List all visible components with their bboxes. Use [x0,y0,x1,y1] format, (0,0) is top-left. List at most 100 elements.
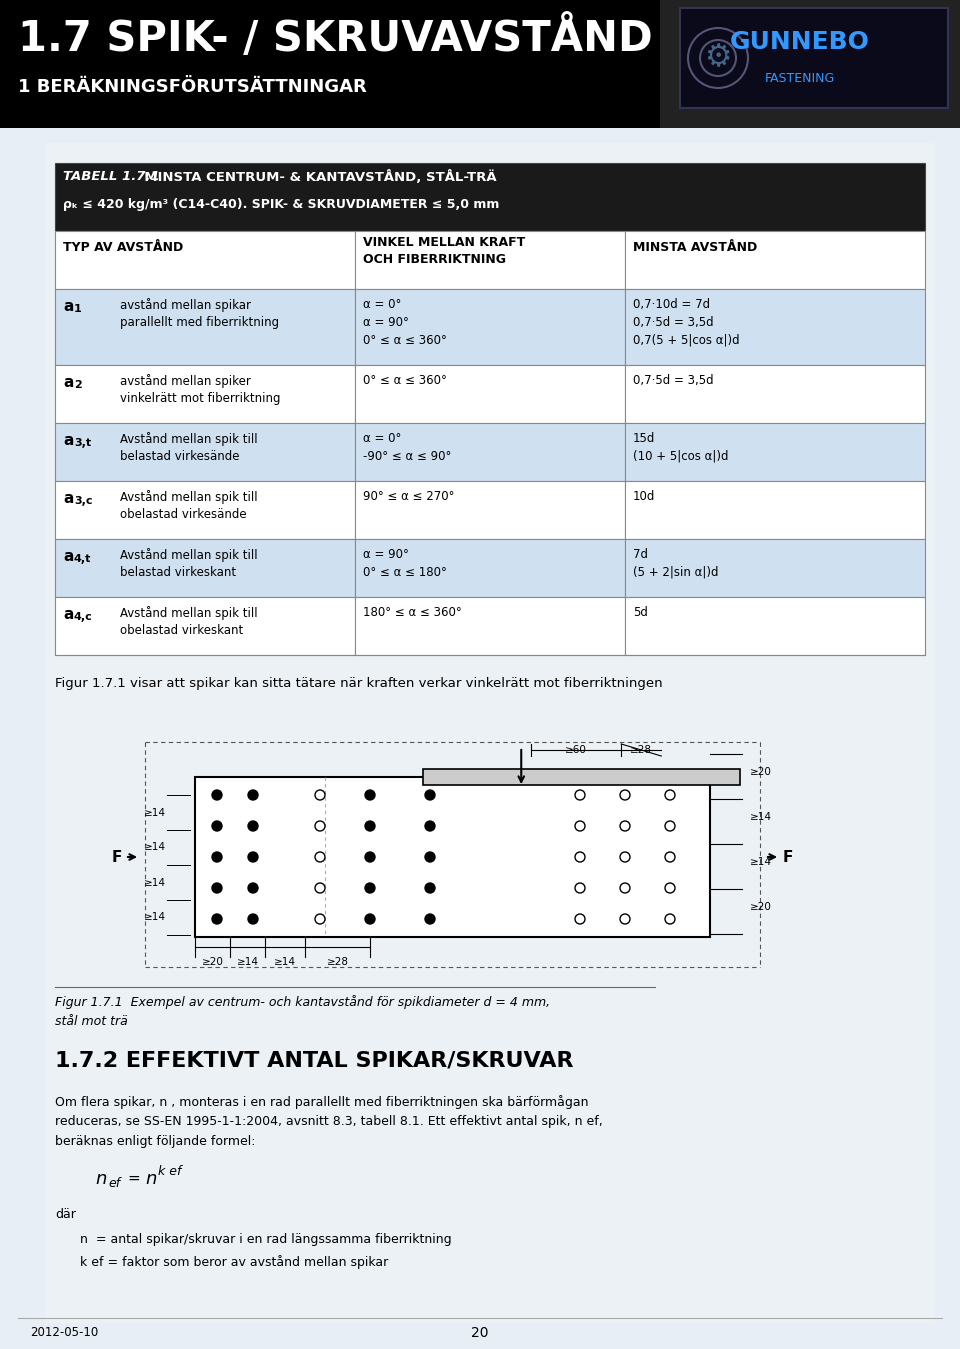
Text: a: a [63,299,73,314]
Bar [0,0,660,128]
Text: α = 90°: α = 90° [363,316,409,329]
Circle shape [365,915,375,924]
Text: MINSTA AVSTÅND: MINSTA AVSTÅND [633,241,757,254]
Circle shape [665,822,675,831]
Text: 1 BERÄKNINGSFÖRUTSÄTTNINGAR: 1 BERÄKNINGSFÖRUTSÄTTNINGAR [18,78,367,96]
Text: ≥20: ≥20 [202,956,224,967]
Text: 3,t: 3,t [74,438,91,448]
Bar [55,231,355,289]
Text: avstånd mellan spikar: avstånd mellan spikar [120,298,251,312]
Text: GUNNEBO: GUNNEBO [730,30,870,54]
Circle shape [665,915,675,924]
Circle shape [248,884,258,893]
Text: obelastad virkeskant: obelastad virkeskant [120,625,243,637]
Text: 180° ≤ α ≤ 360°: 180° ≤ α ≤ 360° [363,606,462,619]
Text: 0° ≤ α ≤ 180°: 0° ≤ α ≤ 180° [363,567,446,579]
Bar [45,143,935,1323]
Text: parallellt med fiberriktning: parallellt med fiberriktning [120,316,279,329]
Text: vinkelrätt mot fiberriktning: vinkelrätt mot fiberriktning [120,393,280,405]
Text: 90° ≤ α ≤ 270°: 90° ≤ α ≤ 270° [363,490,454,503]
Text: ≥28: ≥28 [327,956,349,967]
Bar [422,769,740,785]
Circle shape [665,791,675,800]
Text: ≥14: ≥14 [144,843,166,853]
Circle shape [212,822,222,831]
Circle shape [575,915,585,924]
Text: belastad virkesände: belastad virkesände [120,451,239,463]
Text: F: F [782,850,793,865]
Text: Avstånd mellan spik till: Avstånd mellan spik till [120,432,257,447]
Bar [660,0,960,128]
Bar [625,366,925,424]
Text: avstånd mellan spiker: avstånd mellan spiker [120,374,251,389]
Circle shape [365,791,375,800]
Text: 0,7·5d = 3,5d: 0,7·5d = 3,5d [633,316,713,329]
Text: Avstånd mellan spik till: Avstånd mellan spik till [120,606,257,621]
Text: beräknas enligt följande formel:: beräknas enligt följande formel: [55,1135,255,1148]
Text: n: n [145,1170,156,1188]
Circle shape [665,884,675,893]
Text: a: a [63,491,73,506]
Circle shape [365,853,375,862]
Text: α = 0°: α = 0° [363,298,401,312]
Bar [55,163,925,231]
Text: där: där [55,1207,76,1221]
Circle shape [315,791,325,800]
Text: Figur 1.7.1 visar att spikar kan sitta tätare när kraften verkar vinkelrätt mot : Figur 1.7.1 visar att spikar kan sitta t… [55,677,662,689]
Circle shape [620,791,630,800]
Text: ≥14: ≥14 [144,877,166,888]
Text: obelastad virkesände: obelastad virkesände [120,509,247,521]
Text: k ef: k ef [158,1166,181,1178]
Text: ≥20: ≥20 [750,902,772,912]
Bar [355,482,625,540]
Bar [55,366,355,424]
Text: =: = [127,1171,140,1186]
Text: a: a [63,549,73,564]
Text: reduceras, se SS-EN 1995-1-1:2004, avsnitt 8.3, tabell 8.1. Ett effektivt antal : reduceras, se SS-EN 1995-1-1:2004, avsni… [55,1116,603,1128]
Circle shape [248,915,258,924]
Text: 10d: 10d [633,490,656,503]
Text: TABELL 1.7.1: TABELL 1.7.1 [63,170,159,183]
Text: 2012-05-10: 2012-05-10 [30,1326,98,1340]
Circle shape [248,853,258,862]
Text: ≥14: ≥14 [144,808,166,817]
Text: 0,7(5 + 5|cos α|)d: 0,7(5 + 5|cos α|)d [633,335,739,347]
Bar [195,777,710,938]
Text: Avstånd mellan spik till: Avstånd mellan spik till [120,490,257,505]
Text: 1: 1 [74,304,82,314]
Circle shape [212,915,222,924]
Text: Om flera spikar, n , monteras i en rad parallellt med fiberriktningen ska bärför: Om flera spikar, n , monteras i en rad p… [55,1095,588,1109]
Bar [625,424,925,482]
Bar [355,424,625,482]
Text: 0,7·10d = 7d: 0,7·10d = 7d [633,298,710,312]
Bar [55,598,355,656]
Bar [55,482,355,540]
Text: 7d: 7d [633,548,648,561]
Text: ≥28: ≥28 [631,745,652,755]
Text: n  = antal spikar/skruvar i en rad längssamma fiberriktning: n = antal spikar/skruvar i en rad längss… [80,1233,451,1246]
Text: k ef = faktor som beror av avstånd mellan spikar: k ef = faktor som beror av avstånd mella… [80,1255,388,1269]
Circle shape [425,791,435,800]
Text: (10 + 5|cos α|)d: (10 + 5|cos α|)d [633,451,729,463]
Circle shape [620,822,630,831]
Circle shape [315,884,325,893]
Text: 0° ≤ α ≤ 360°: 0° ≤ α ≤ 360° [363,374,446,387]
Text: ≥20: ≥20 [750,768,772,777]
Text: ρₖ ≤ 420 kg/m³ (C14-C40). SPIK- & SKRUVDIAMETER ≤ 5,0 mm: ρₖ ≤ 420 kg/m³ (C14-C40). SPIK- & SKRUVD… [63,198,499,210]
Circle shape [248,822,258,831]
Text: a: a [63,607,73,622]
Text: ≥14: ≥14 [274,956,296,967]
Text: Figur 1.7.1  Exempel av centrum- och kantavstånd för spikdiameter d = 4 mm,: Figur 1.7.1 Exempel av centrum- och kant… [55,996,550,1009]
Bar [355,231,625,289]
Circle shape [315,822,325,831]
Text: 4,t: 4,t [74,554,91,564]
Circle shape [425,853,435,862]
Text: F: F [111,850,122,865]
Text: ≥14: ≥14 [144,912,166,923]
Text: 0,7·5d = 3,5d: 0,7·5d = 3,5d [633,374,713,387]
Bar [355,366,625,424]
Circle shape [620,884,630,893]
Circle shape [315,853,325,862]
Circle shape [620,853,630,862]
Text: α = 0°: α = 0° [363,432,401,445]
